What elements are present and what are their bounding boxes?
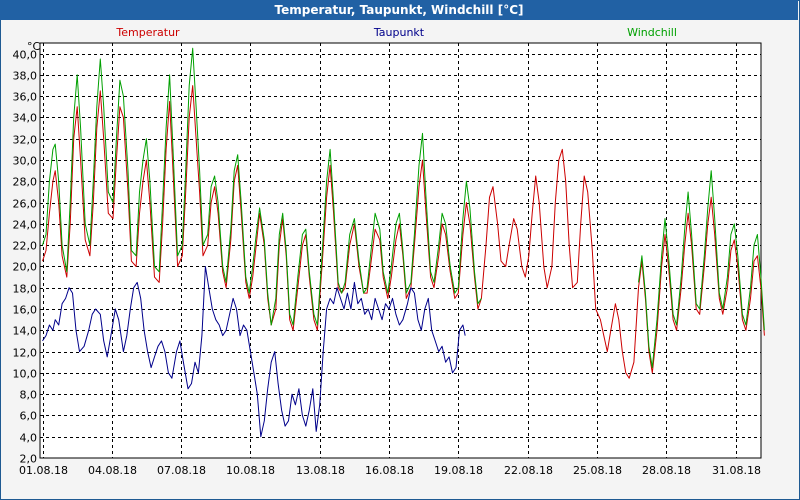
x-tick-label: 07.08.18: [157, 464, 206, 477]
y-tick-label: 18,0: [13, 283, 38, 296]
y-tick-label: 8,0: [20, 389, 38, 402]
y-tick-label: 2,0: [20, 453, 38, 466]
y-tick-label: 30,0: [13, 155, 38, 168]
y-tick-label: 22,0: [13, 240, 38, 253]
x-tick-label: 10.08.18: [226, 464, 275, 477]
y-tick-label: 16,0: [13, 304, 38, 317]
legend-temperatur: Temperatur: [115, 26, 180, 39]
x-tick-label: 01.08.18: [19, 464, 68, 477]
plot-area: [39, 42, 762, 459]
x-tick-label: 31.08.18: [712, 464, 761, 477]
x-tick-label: 22.08.18: [504, 464, 553, 477]
series-line-windchill: [42, 47, 482, 326]
y-tick-label: 36,0: [13, 91, 38, 104]
legend-taupunkt: Taupunkt: [373, 26, 425, 39]
x-tick-label: 04.08.18: [88, 464, 137, 477]
y-tick-label: 26,0: [13, 198, 38, 211]
y-axis-label: °C: [27, 40, 41, 53]
y-tick-label: 28,0: [13, 176, 38, 189]
y-tick-label: 4,0: [20, 432, 38, 445]
x-tick-label: 25.08.18: [573, 464, 622, 477]
y-tick-label: 34,0: [13, 112, 38, 125]
y-tick-label: 38,0: [13, 70, 38, 83]
x-axis-ticks: 01.08.18 04.08.18 07.08.18 10.08.18 13.08.18…: [19, 464, 761, 477]
y-tick-label: 14,0: [13, 325, 38, 338]
y-tick-label: 40,0: [13, 49, 38, 62]
y-gridlines: [40, 54, 761, 438]
y-tick-label: 6,0: [20, 410, 38, 423]
series-line-windchill: [638, 170, 765, 369]
y-tick-label: 10,0: [13, 368, 38, 381]
y-axis-ticks: 2,0 4,0 6,0 8,0 10,0 12,0 14,0 16,0 18,0 20,0 22,0…: [13, 49, 38, 466]
x-tick-label: 13.08.18: [296, 464, 345, 477]
window-title: Temperatur, Taupunkt, Windchill [°C]: [0, 0, 798, 20]
x-tick-label: 16.08.18: [365, 464, 414, 477]
y-tick-label: 12,0: [13, 347, 38, 360]
y-tick-label: 24,0: [13, 219, 38, 232]
x-tick-label: 28.08.18: [642, 464, 691, 477]
y-tick-label: 32,0: [13, 134, 38, 147]
series-line-taupunkt: [42, 266, 466, 438]
x-tick-label: 19.08.18: [434, 464, 483, 477]
series-lines: [42, 47, 765, 438]
y-tick-label: 20,0: [13, 261, 38, 274]
legend-windchill: Windchill: [627, 26, 677, 39]
